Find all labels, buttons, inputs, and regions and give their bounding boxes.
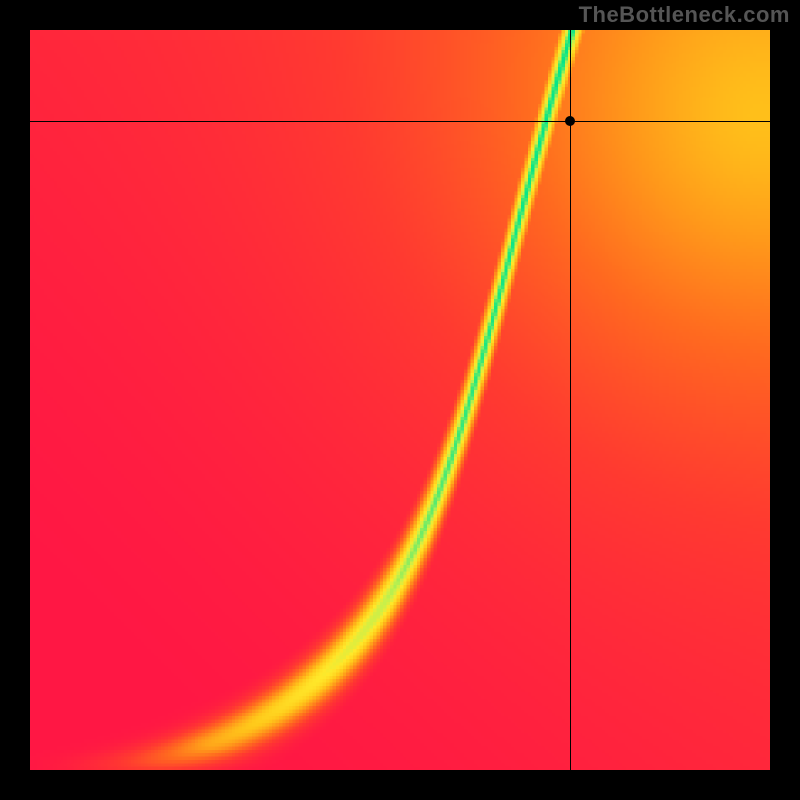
chart-container: TheBottleneck.com: [0, 0, 800, 800]
attribution-label: TheBottleneck.com: [579, 2, 790, 28]
crosshair-horizontal: [30, 121, 770, 122]
marker-dot: [565, 116, 575, 126]
plot-area: [30, 30, 770, 770]
bottleneck-heatmap: [30, 30, 770, 770]
crosshair-vertical: [570, 30, 571, 770]
